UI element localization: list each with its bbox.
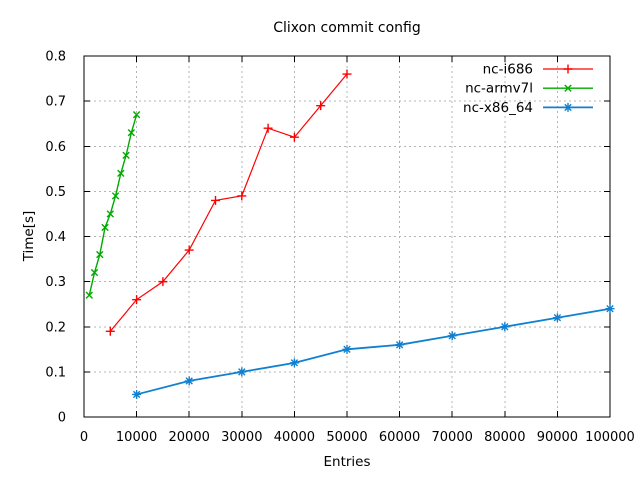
chart-title: Clixon commit config [273, 20, 421, 36]
x-tick-label: 100000 [585, 430, 635, 445]
x-tick-label: 20000 [169, 430, 210, 445]
y-tick-label: 0.4 [45, 230, 66, 245]
legend-sample-marker-nc-x86_64 [563, 102, 573, 112]
y-tick-label: 0.5 [45, 185, 66, 200]
y-tick-label: 0.3 [45, 275, 66, 290]
x-tick-label: 60000 [379, 430, 420, 445]
y-tick-label: 0.7 [45, 95, 66, 110]
series-markers-nc-i686 [105, 69, 352, 336]
y-tick-label: 0 [58, 411, 66, 426]
y-tick-label: 0.1 [45, 365, 66, 380]
x-tick-label: 10000 [116, 430, 157, 445]
x-axis-title: Entries [323, 454, 371, 470]
legend-label-nc-i686: nc-i686 [483, 62, 533, 78]
x-tick-label: 80000 [484, 430, 525, 445]
y-tick-label: 0.8 [45, 50, 66, 65]
legend-label-nc-armv7l: nc-armv7l [465, 81, 533, 97]
legend-label-nc-x86_64: nc-x86_64 [463, 100, 533, 116]
y-tick-label: 0.2 [45, 320, 66, 335]
x-tick-label: 30000 [221, 430, 262, 445]
series-line-nc-i686 [109, 73, 348, 332]
x-tick-label: 40000 [274, 430, 315, 445]
series-markers-nc-x86_64 [132, 304, 615, 399]
legend-sample-marker-nc-i686 [563, 64, 573, 74]
x-tick-label: 90000 [537, 430, 578, 445]
series-line-nc-x86_64 [136, 307, 611, 396]
x-tick-label: 50000 [326, 430, 367, 445]
y-tick-label: 0.6 [45, 140, 66, 155]
series-line-nc-armv7l [88, 114, 138, 296]
legend-sample-marker-nc-armv7l [564, 84, 572, 92]
x-tick-label: 0 [80, 430, 88, 445]
x-tick-label: 70000 [432, 430, 473, 445]
series-markers-nc-armv7l [85, 110, 141, 299]
